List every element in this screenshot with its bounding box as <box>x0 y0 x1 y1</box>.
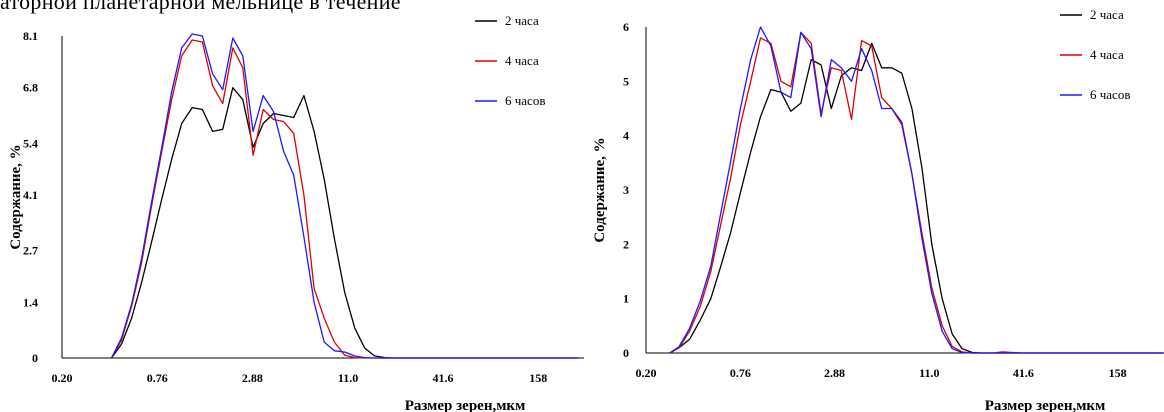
legend-label: 4 часа <box>1090 47 1124 62</box>
y-tick-label: 6 <box>623 20 629 34</box>
legend-label: 6 часов <box>1090 87 1130 102</box>
y-tick-label: 1 <box>623 292 629 306</box>
y-tick-label: 2 <box>623 237 629 251</box>
x-tick-label: 0.20 <box>636 366 657 380</box>
legend-label: 4 часа <box>505 53 539 68</box>
x-axis-title: Размер зерен,мкм <box>405 398 526 412</box>
x-tick-label: 158 <box>1109 366 1127 380</box>
x-tick-label: 158 <box>529 371 547 385</box>
x-tick-label: 41.6 <box>1013 366 1034 380</box>
x-tick-label: 11.0 <box>919 366 939 380</box>
chart-left: 8.1 6.8 5.4 4.1 2.7 1.4 0 0.20 0.76 2.88 11.0 41.6 1… <box>8 13 584 412</box>
y-tick-label: 5.4 <box>23 136 38 150</box>
x-tick-label: 2.88 <box>242 371 263 385</box>
y-tick-label: 5 <box>623 74 629 88</box>
chart-right: 6 5 4 3 2 1 0 0.20 0.76 2.88 11.0 41.6 158 Содержание… <box>592 7 1164 412</box>
y-tick-label: 8.1 <box>23 29 38 43</box>
series-line <box>110 87 579 359</box>
y-axis-title: Содержание, % <box>592 137 608 242</box>
x-tick-label: 11.0 <box>338 371 358 385</box>
y-tick-label: 0 <box>623 346 629 360</box>
series-line <box>110 33 579 359</box>
y-axis-title: Содержание, % <box>8 144 24 249</box>
x-tick-label: 41.6 <box>432 371 453 385</box>
legend-label: 2 часа <box>1090 7 1124 22</box>
x-axis-title: Размер зерен,мкм <box>985 398 1106 412</box>
y-tick-label: 3 <box>623 183 629 197</box>
legend-label: 2 часа <box>505 13 539 28</box>
y-tick-label: 6.8 <box>23 81 38 95</box>
x-tick-label: 2.88 <box>824 366 845 380</box>
series-line <box>669 26 1164 354</box>
y-tick-label: 1.4 <box>23 295 38 309</box>
legend-label: 6 часов <box>505 93 545 108</box>
x-tick-label: 0.76 <box>147 371 168 385</box>
header-text: аторной планетарной мельнице в течение <box>0 0 401 14</box>
x-tick-label: 0.20 <box>52 371 73 385</box>
y-tick-label: 0 <box>32 351 38 365</box>
y-tick-label: 4.1 <box>23 188 38 202</box>
y-tick-label: 2.7 <box>23 244 38 258</box>
series-line <box>669 31 1164 354</box>
x-tick-label: 0.76 <box>730 366 751 380</box>
series-line <box>110 39 579 359</box>
y-tick-label: 4 <box>623 129 629 143</box>
